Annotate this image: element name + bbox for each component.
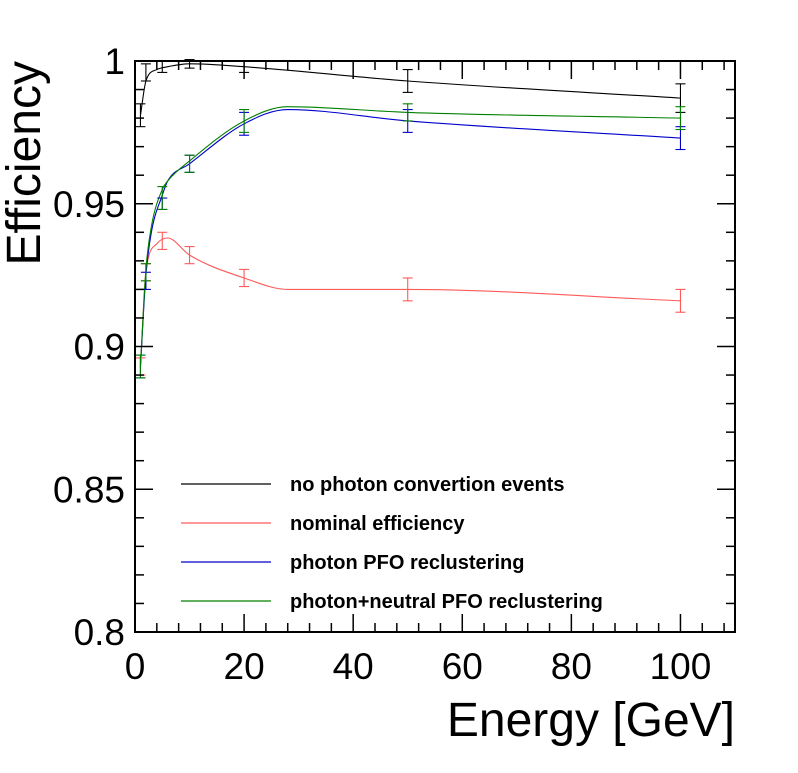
data-point-errorbar (402, 277, 413, 302)
x-tick-label: 60 (442, 646, 483, 687)
legend-label: nominal efficiency (290, 513, 465, 535)
legend-label: photon+neutral PFO reclustering (290, 591, 603, 613)
y-tick-label: 0.95 (53, 184, 125, 225)
data-point-errorbar (184, 246, 195, 265)
data-point-errorbar (135, 103, 146, 128)
data-point-errorbar (675, 106, 686, 131)
y-tick-label: 1 (104, 41, 125, 82)
y-tick-label: 0.85 (53, 469, 125, 510)
legend-entry: photon+neutral PFO reclustering (181, 591, 603, 613)
x-tick-label: 80 (551, 646, 592, 687)
data-point-errorbar (402, 103, 413, 122)
data-point-errorbar (184, 154, 195, 173)
tick-labels-layer: 0 20 40 60 80 100 0.8 0.85 0.9 0.95 1 (53, 41, 711, 687)
data-point-errorbar (140, 263, 151, 282)
y-tick-label: 0.9 (74, 327, 125, 368)
data-point-errorbar (135, 354, 146, 379)
legend-entry: nominal efficiency (181, 513, 465, 535)
x-tick-label: 20 (224, 646, 265, 687)
data-point-errorbar (239, 268, 250, 288)
legend-label: photon PFO reclustering (290, 552, 524, 574)
legend: no photon convertion events nominal effic… (181, 474, 603, 613)
data-point-errorbar (157, 231, 168, 250)
errorbars-layer (135, 59, 686, 379)
legend-entry: no photon convertion events (181, 474, 564, 496)
x-tick-label: 0 (125, 646, 146, 687)
x-tick-label: 40 (333, 646, 374, 687)
data-point-errorbar (675, 288, 686, 313)
x-tick-label: 100 (650, 646, 712, 687)
series-curve (139, 237, 681, 367)
legend-entry: photon PFO reclustering (181, 552, 524, 574)
series-curve (139, 63, 681, 116)
ticks-layer (134, 60, 735, 633)
data-point-errorbar (140, 63, 151, 82)
data-point-errorbar (402, 69, 413, 93)
data-point-errorbar (157, 186, 168, 211)
y-tick-label: 0.8 (74, 612, 125, 653)
legend-label: no photon convertion events (290, 474, 564, 496)
x-axis-title: Energy [GeV] (447, 694, 735, 747)
y-axis-title: Efficiency (0, 61, 51, 266)
data-point-errorbar (239, 108, 250, 133)
